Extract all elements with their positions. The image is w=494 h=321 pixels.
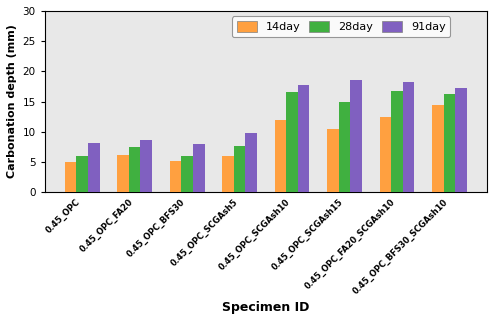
Bar [287,92,298,192]
Bar [275,120,287,192]
Bar [246,133,257,192]
Bar [298,85,309,192]
Bar [140,140,152,192]
Bar [391,91,403,192]
Bar [350,80,362,192]
X-axis label: Specimen ID: Specimen ID [222,301,310,314]
Legend: 14day, 28day, 91day: 14day, 28day, 91day [232,16,450,37]
Bar [118,155,129,192]
Bar [77,156,88,192]
Bar [222,156,234,192]
Bar [380,117,391,192]
Bar [129,147,140,192]
Bar [339,101,350,192]
Bar [455,88,467,192]
Bar [88,143,99,192]
Bar [328,129,339,192]
Bar [403,82,414,192]
Bar [170,161,181,192]
Y-axis label: Carbonation depth (mm): Carbonation depth (mm) [7,25,17,178]
Bar [444,94,455,192]
Bar [193,144,205,192]
Bar [65,162,77,192]
Bar [234,146,246,192]
Bar [432,105,444,192]
Bar [181,156,193,192]
